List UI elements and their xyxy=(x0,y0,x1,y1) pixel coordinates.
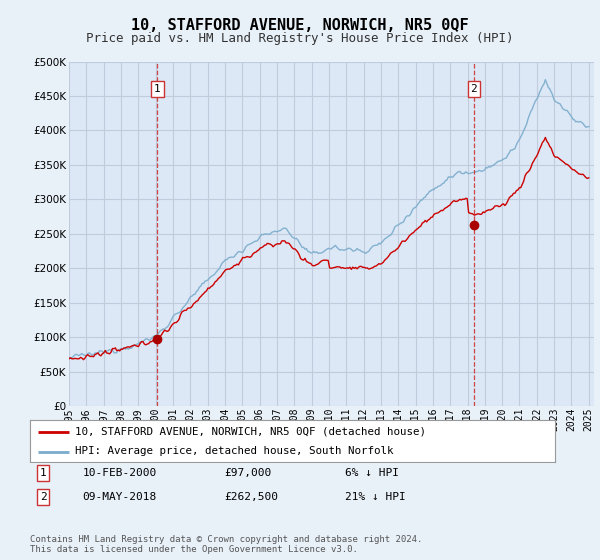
Text: HPI: Average price, detached house, South Norfolk: HPI: Average price, detached house, Sout… xyxy=(74,446,393,456)
Text: 09-MAY-2018: 09-MAY-2018 xyxy=(83,492,157,502)
Text: £97,000: £97,000 xyxy=(224,468,271,478)
Text: 2: 2 xyxy=(470,84,478,94)
Text: 10, STAFFORD AVENUE, NORWICH, NR5 0QF: 10, STAFFORD AVENUE, NORWICH, NR5 0QF xyxy=(131,18,469,32)
Text: 6% ↓ HPI: 6% ↓ HPI xyxy=(345,468,399,478)
Text: 21% ↓ HPI: 21% ↓ HPI xyxy=(345,492,406,502)
Text: 10-FEB-2000: 10-FEB-2000 xyxy=(83,468,157,478)
Text: 10, STAFFORD AVENUE, NORWICH, NR5 0QF (detached house): 10, STAFFORD AVENUE, NORWICH, NR5 0QF (d… xyxy=(74,427,425,437)
Text: 1: 1 xyxy=(154,84,161,94)
Text: 2: 2 xyxy=(40,492,47,502)
Text: Contains HM Land Registry data © Crown copyright and database right 2024.
This d: Contains HM Land Registry data © Crown c… xyxy=(30,535,422,554)
Text: £262,500: £262,500 xyxy=(224,492,278,502)
Text: Price paid vs. HM Land Registry's House Price Index (HPI): Price paid vs. HM Land Registry's House … xyxy=(86,31,514,45)
Text: 1: 1 xyxy=(40,468,47,478)
